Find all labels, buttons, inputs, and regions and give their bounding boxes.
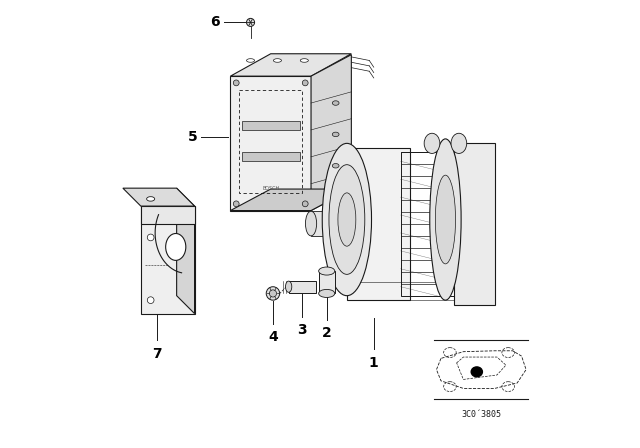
Ellipse shape (147, 234, 154, 241)
Polygon shape (230, 54, 351, 76)
Text: 4: 4 (268, 330, 278, 344)
Bar (454, 143, 495, 305)
Polygon shape (230, 189, 351, 211)
Ellipse shape (332, 132, 339, 137)
Bar (311, 211, 351, 236)
Bar (289, 281, 316, 293)
Ellipse shape (323, 143, 372, 296)
Ellipse shape (166, 233, 186, 260)
Ellipse shape (269, 290, 276, 297)
Ellipse shape (300, 59, 308, 62)
Ellipse shape (424, 134, 440, 153)
Ellipse shape (319, 289, 335, 297)
Bar (141, 206, 195, 224)
Bar (242, 121, 300, 130)
Ellipse shape (246, 18, 255, 26)
Ellipse shape (147, 197, 155, 201)
Text: 6: 6 (210, 15, 220, 30)
Text: 7: 7 (152, 347, 162, 361)
Ellipse shape (338, 193, 356, 246)
Text: BOSCH: BOSCH (262, 185, 279, 191)
Ellipse shape (451, 134, 467, 153)
Ellipse shape (435, 175, 456, 264)
Bar (230, 76, 311, 211)
Ellipse shape (302, 80, 308, 86)
Ellipse shape (234, 201, 239, 207)
Polygon shape (311, 55, 351, 211)
Bar (239, 90, 302, 193)
Polygon shape (123, 188, 195, 206)
Ellipse shape (234, 80, 239, 86)
Ellipse shape (319, 267, 335, 275)
Bar (401, 152, 454, 296)
Bar (347, 148, 410, 300)
Ellipse shape (430, 139, 461, 300)
Text: 3C0´3805: 3C0´3805 (461, 410, 501, 419)
Text: 2: 2 (322, 326, 332, 340)
Ellipse shape (273, 59, 282, 62)
Text: 3: 3 (297, 323, 307, 337)
Ellipse shape (147, 297, 154, 304)
Ellipse shape (305, 211, 317, 236)
Polygon shape (177, 188, 195, 314)
Bar (141, 206, 195, 314)
Text: 1: 1 (369, 356, 379, 370)
Ellipse shape (471, 367, 483, 377)
Bar (319, 271, 335, 293)
Ellipse shape (332, 164, 339, 168)
Bar (242, 152, 300, 161)
Ellipse shape (266, 287, 280, 300)
Ellipse shape (329, 165, 365, 274)
Ellipse shape (332, 101, 339, 105)
Ellipse shape (302, 201, 308, 207)
Ellipse shape (246, 59, 255, 62)
Text: 5: 5 (188, 129, 197, 144)
Ellipse shape (285, 281, 292, 293)
